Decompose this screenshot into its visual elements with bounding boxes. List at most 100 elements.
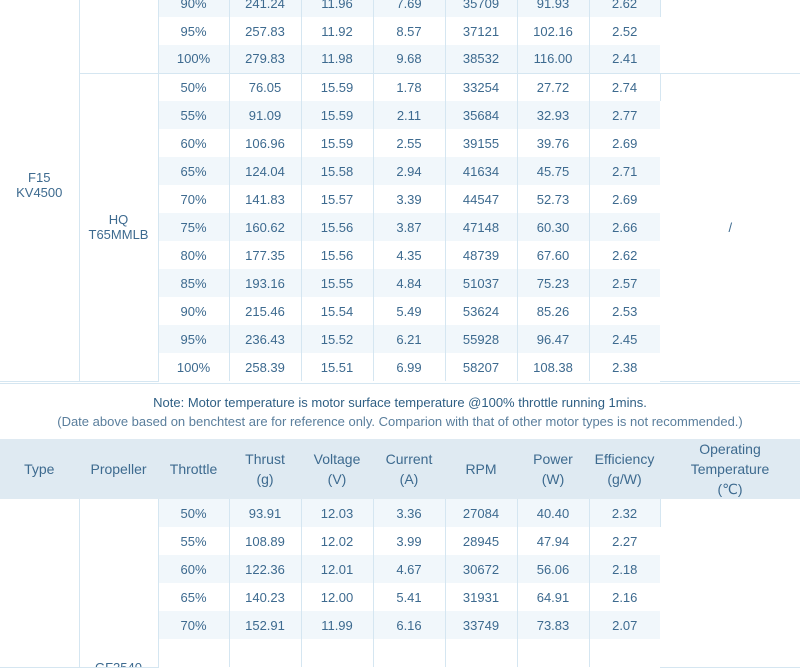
- table-row: 55% 91.09 15.59 2.11 35684 32.93 2.77: [0, 101, 800, 129]
- current-cell: 2.55: [373, 129, 446, 157]
- current-cell: 1.78: [373, 72, 446, 101]
- rpm-cell: 33254: [445, 72, 518, 101]
- thrust-cell: 279.83: [229, 45, 302, 73]
- table-row: 70% 141.83 15.57 3.39 44547 52.73 2.69: [0, 185, 800, 213]
- efficiency-cell: 2.45: [589, 325, 660, 353]
- current-cell: 4.67: [373, 555, 446, 583]
- thrust-cell: 236.43: [229, 325, 302, 353]
- efficiency-cell: 2.27: [589, 527, 660, 555]
- motor-type-cell: [0, 499, 80, 668]
- rpm-cell: 58207: [445, 353, 518, 381]
- thrust-cell: 177.35: [229, 241, 302, 269]
- table-row: 100% 258.39 15.51 6.99 58207 108.38 2.38: [0, 353, 800, 381]
- motor-type-cell: F15 KV4500: [0, 0, 80, 382]
- thrust-cell: 141.83: [229, 185, 302, 213]
- power-cell: 108.38: [517, 353, 590, 381]
- header-voltage: Voltage (V): [301, 439, 374, 499]
- current-cell: 3.39: [373, 185, 446, 213]
- rpm-cell: 33749: [445, 611, 518, 639]
- rpm-cell: 47148: [445, 213, 518, 241]
- efficiency-cell: 2.57: [589, 269, 660, 297]
- voltage-cell: 12.01: [301, 555, 374, 583]
- efficiency-cell: 2.53: [589, 297, 660, 325]
- efficiency-cell: 2.74: [589, 72, 661, 101]
- throttle-cell: 85%: [158, 269, 230, 297]
- rpm-cell: 39155: [445, 129, 518, 157]
- efficiency-cell: 2.52: [589, 17, 660, 45]
- rpm-cell: [445, 639, 518, 667]
- efficiency-cell: 2.41: [589, 45, 660, 73]
- thrust-cell: 152.91: [229, 611, 302, 639]
- thrust-cell: 124.04: [229, 157, 302, 185]
- table-row: 70% 152.91 11.99 6.16 33749 73.83 2.07: [0, 611, 800, 639]
- note-line-1: Note: Motor temperature is motor surface…: [153, 395, 647, 410]
- bottom-data-table: Type Propeller Throttle Thrust (g) Volta…: [0, 439, 800, 668]
- voltage-cell: 15.59: [301, 101, 374, 129]
- thrust-cell: 93.91: [229, 499, 302, 527]
- current-cell: 7.69: [373, 0, 446, 17]
- header-thrust: Thrust (g): [229, 439, 302, 499]
- efficiency-cell: 2.62: [589, 241, 660, 269]
- propeller-label: GF2540: [95, 659, 142, 667]
- power-cell: 47.94: [517, 527, 590, 555]
- rpm-cell: 53624: [445, 297, 518, 325]
- power-cell: 40.40: [517, 499, 590, 527]
- efficiency-cell: [589, 639, 660, 667]
- table-row: 60% 122.36 12.01 4.67 30672 56.06 2.18: [0, 555, 800, 583]
- current-cell: 4.35: [373, 241, 446, 269]
- efficiency-cell: 2.38: [589, 353, 660, 381]
- voltage-cell: 15.59: [301, 72, 374, 101]
- header-type: Type: [0, 439, 80, 499]
- temperature-cell: [660, 499, 800, 668]
- header-throttle: Throttle: [158, 439, 230, 499]
- table-row: 65% 140.23 12.00 5.41 31931 64.91 2.16: [0, 583, 800, 611]
- rpm-cell: 38532: [445, 45, 518, 73]
- voltage-cell: 15.52: [301, 325, 374, 353]
- voltage-cell: 12.02: [301, 527, 374, 555]
- throttle-cell: 60%: [158, 555, 230, 583]
- rpm-cell: 30672: [445, 555, 518, 583]
- voltage-cell: 11.98: [301, 45, 374, 73]
- table-row: 95% 257.83 11.92 8.57 37121 102.16 2.52: [0, 17, 800, 45]
- throttle-cell: 55%: [158, 101, 230, 129]
- efficiency-cell: 2.69: [589, 185, 660, 213]
- table-row: 55% 108.89 12.02 3.99 28945 47.94 2.27: [0, 527, 800, 555]
- thrust-cell: 106.96: [229, 129, 302, 157]
- throttle-cell: 70%: [158, 611, 230, 639]
- power-cell: 116.00: [517, 45, 590, 73]
- power-cell: 56.06: [517, 555, 590, 583]
- throttle-cell: 55%: [158, 527, 230, 555]
- thrust-cell: [229, 639, 302, 667]
- thrust-cell: 258.39: [229, 353, 302, 381]
- throttle-cell: 100%: [158, 45, 230, 73]
- propeller-cell: [79, 0, 159, 74]
- rpm-cell: 28945: [445, 527, 518, 555]
- thrust-cell: 122.36: [229, 555, 302, 583]
- current-cell: 6.21: [373, 325, 446, 353]
- voltage-cell: 15.57: [301, 185, 374, 213]
- throttle-cell: 50%: [158, 499, 230, 527]
- current-cell: 6.99: [373, 353, 446, 381]
- power-cell: 64.91: [517, 583, 590, 611]
- table-row: 90% 215.46 15.54 5.49 53624 85.26 2.53: [0, 297, 800, 325]
- current-cell: 4.84: [373, 269, 446, 297]
- efficiency-cell: 2.18: [589, 555, 660, 583]
- efficiency-cell: 2.16: [589, 583, 660, 611]
- note-line-2: (Date above based on benchtest are for r…: [57, 414, 743, 429]
- voltage-cell: 15.51: [301, 353, 374, 381]
- thrust-cell: 108.89: [229, 527, 302, 555]
- throttle-cell: 95%: [158, 17, 230, 45]
- voltage-cell: 11.92: [301, 17, 374, 45]
- table-row: F15 KV4500 90% 241.24 11.96 7.69 35709 91.93 2.…: [0, 0, 800, 382]
- voltage-cell: 12.03: [301, 499, 374, 527]
- header-current: Current (A): [373, 439, 446, 499]
- current-cell: 3.87: [373, 213, 446, 241]
- current-cell: [373, 639, 446, 667]
- voltage-cell: 15.55: [301, 269, 374, 297]
- power-cell: 52.73: [517, 185, 590, 213]
- current-cell: 2.11: [373, 101, 446, 129]
- throttle-cell: 65%: [158, 583, 230, 611]
- top-data-table: F15 KV4500 90% 241.24 11.96 7.69 35709 91.93 2.…: [0, 0, 800, 382]
- header-power: Power (W): [517, 439, 590, 499]
- thrust-cell: 257.83: [229, 17, 302, 45]
